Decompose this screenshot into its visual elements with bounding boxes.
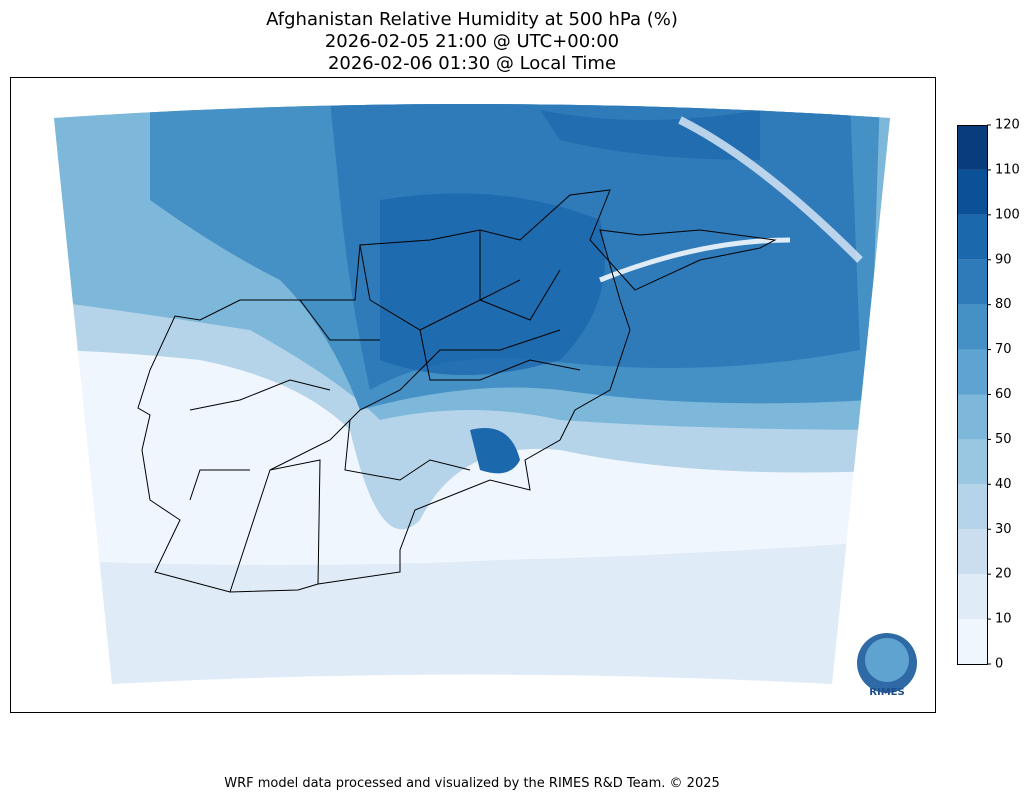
title-line: Afghanistan Relative Humidity at 500 hPa… xyxy=(266,9,678,30)
colorbar-band xyxy=(957,439,987,485)
colorbar-tick-label: 0 xyxy=(995,657,1003,672)
colorbar-band xyxy=(957,574,987,620)
rimes-logo: RIMES xyxy=(857,633,917,698)
colorbar-tick-label: 100 xyxy=(995,207,1020,222)
colorbar-tick-label: 50 xyxy=(995,432,1012,447)
logo-text: RIMES xyxy=(869,687,904,698)
title-line: 2026-02-05 21:00 @ UTC+00:00 xyxy=(325,31,619,52)
colorbar-band xyxy=(957,214,987,260)
colorbar-tick-label: 60 xyxy=(995,387,1012,402)
colorbar-band xyxy=(957,394,987,440)
colorbar-tick-label: 40 xyxy=(995,477,1012,492)
colorbar-tick-label: 10 xyxy=(995,612,1012,627)
colorbar-tick-label: 20 xyxy=(995,567,1012,582)
colorbar-tick-label: 90 xyxy=(995,252,1012,267)
colorbar-band xyxy=(957,349,987,395)
colorbar-band xyxy=(957,304,987,350)
colorbar-tick-label: 120 xyxy=(995,118,1020,133)
colorbar-band xyxy=(957,619,987,664)
colorbar-band xyxy=(957,484,987,530)
colorbar-band xyxy=(957,529,987,575)
colorbar-tick-label: 70 xyxy=(995,342,1012,357)
colorbar-tick-label: 110 xyxy=(995,162,1020,177)
footer: WRF model data processed and visualized … xyxy=(224,776,720,791)
humidity-field xyxy=(54,104,890,684)
colorbar-band xyxy=(957,125,987,170)
title-line: 2026-02-06 01:30 @ Local Time xyxy=(328,53,616,74)
country-borders xyxy=(137,189,777,593)
colorbar-tick-label: 30 xyxy=(995,522,1012,537)
colorbar-band xyxy=(957,259,987,305)
colorbar-tick-label: 80 xyxy=(995,297,1012,312)
colorbar-band xyxy=(957,169,987,215)
colorbar-frame xyxy=(957,125,988,665)
